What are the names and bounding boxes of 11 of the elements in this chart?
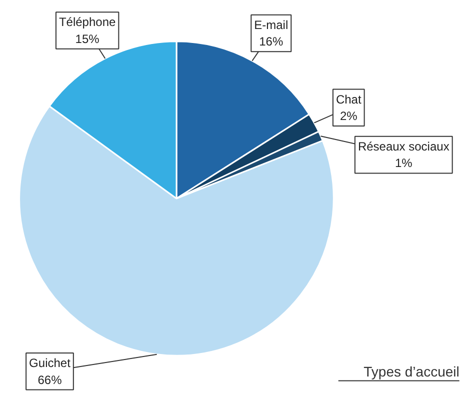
slice-label: Téléphone	[58, 15, 116, 30]
data-label: 16%	[259, 34, 284, 49]
slice-label: Guichet	[29, 356, 72, 370]
data-label: 15%	[75, 32, 100, 46]
data-label: 66%	[38, 372, 62, 387]
slice-label: Chat	[336, 92, 362, 106]
data-label: 2%	[340, 109, 358, 124]
slice-label: E-mail	[254, 18, 288, 32]
text: Types d’accueil	[364, 363, 460, 380]
slice-label: Réseaux sociaux	[358, 139, 450, 154]
data-label: 1%	[394, 156, 413, 170]
